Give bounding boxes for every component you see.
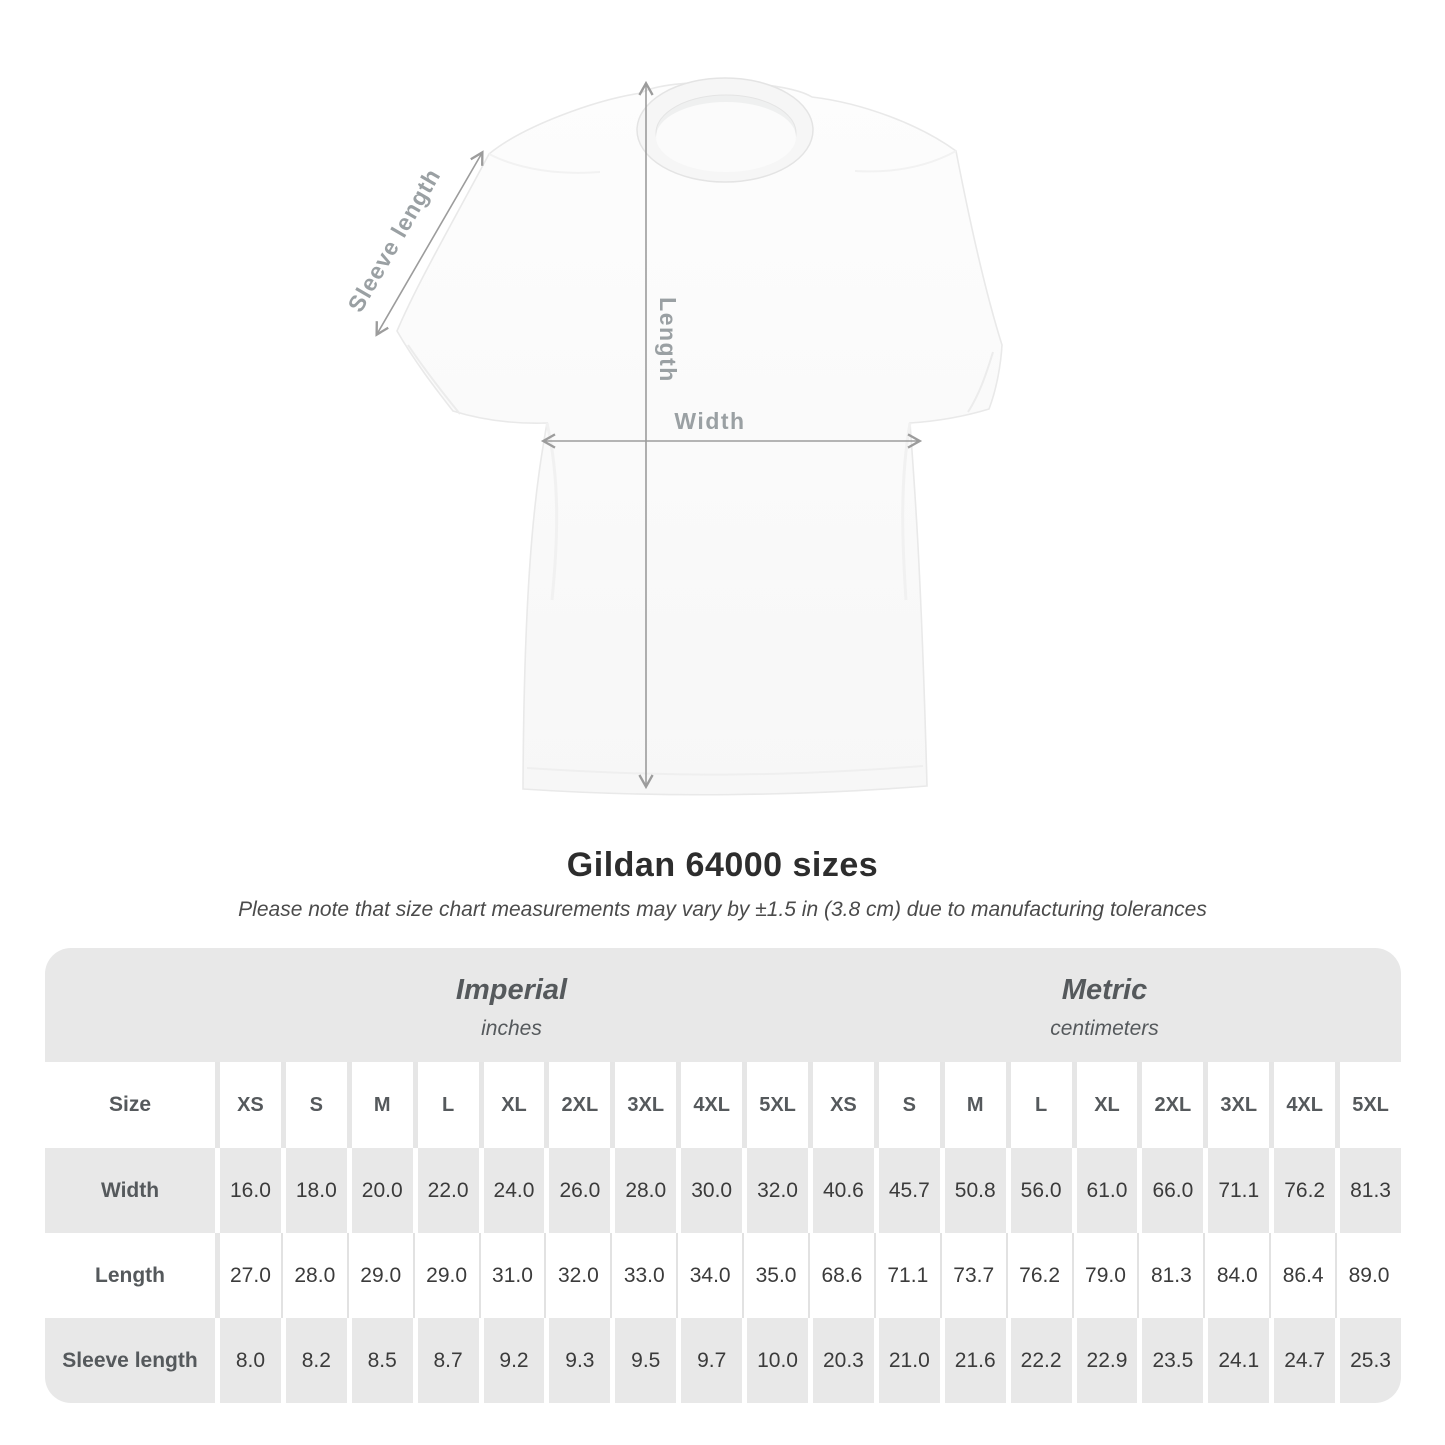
- sleeve-length-row-value: 22.2: [1005, 1318, 1072, 1403]
- width-row-value: 28.0: [610, 1148, 677, 1233]
- sleeve-length-row-value: 9.7: [676, 1318, 743, 1403]
- length-row-value: 27.0: [215, 1233, 281, 1318]
- metric-title: Metric: [1061, 973, 1148, 1006]
- width-row-value: 50.8: [939, 1148, 1006, 1233]
- width-row-value: 32.0: [742, 1148, 808, 1233]
- length-row: Length 27.0 28.0 29.0 29.0 31.0 32.0 33.0 34.0 35…: [45, 1233, 1401, 1318]
- sleeve-length-row-value: 21.6: [939, 1318, 1006, 1403]
- width-row-value: 66.0: [1137, 1148, 1204, 1233]
- size-header-row: Size XS S M L XL 2XL 3XL 4XL 5XL XS S M L XL 2XL 3XL 4XL 5…: [45, 1062, 1401, 1148]
- size-column-header: L: [412, 1062, 479, 1148]
- sleeve-length-arrow: [375, 150, 484, 337]
- sleeve-length-row-value: 23.5: [1137, 1318, 1204, 1403]
- tshirt-image: [396, 77, 1003, 796]
- size-header-row-label: Size: [45, 1062, 215, 1148]
- table-body: Size XS S M L XL 2XL 3XL 4XL 5XL XS S M L XL 2XL 3XL 4XL 5…: [45, 1062, 1401, 1403]
- length-row-value: 31.0: [478, 1233, 545, 1318]
- sleeve-length-row-label: Sleeve length: [45, 1318, 215, 1403]
- sleeve-length-row-value: 9.3: [544, 1318, 611, 1403]
- length-row-value: 29.0: [412, 1233, 479, 1318]
- width-row-value: 26.0: [544, 1148, 611, 1233]
- imperial-section-header: Imperial inches: [215, 948, 808, 1062]
- sleeve-length-row-value: 24.1: [1203, 1318, 1270, 1403]
- size-column-header: XL: [478, 1062, 545, 1148]
- sleeve-length-row-value: 21.0: [873, 1318, 940, 1403]
- corner-spacer: [45, 948, 215, 1062]
- size-column-header: 4XL: [1269, 1062, 1336, 1148]
- sleeve-length-row-value: 8.0: [215, 1318, 281, 1403]
- sleeve-length-row-value: 9.2: [478, 1318, 545, 1403]
- length-row-value: 89.0: [1335, 1233, 1401, 1318]
- length-row-value: 68.6: [807, 1233, 874, 1318]
- imperial-unit: inches: [481, 1016, 542, 1040]
- table-unit-header: Imperial inches Metric centimeters: [45, 948, 1401, 1062]
- width-row-value: 71.1: [1203, 1148, 1270, 1233]
- sleeve-length-row-value: 25.3: [1335, 1318, 1401, 1403]
- width-row-value: 22.0: [412, 1148, 479, 1233]
- width-label: Width: [674, 408, 745, 434]
- size-column-header: 4XL: [676, 1062, 743, 1148]
- length-row-value: 35.0: [742, 1233, 808, 1318]
- width-row-value: 20.0: [346, 1148, 413, 1233]
- tolerance-note: Please note that size chart measurements…: [238, 898, 1207, 921]
- width-row-label: Width: [45, 1148, 215, 1233]
- length-row-label: Length: [45, 1233, 215, 1318]
- metric-unit: centimeters: [1050, 1016, 1159, 1040]
- title-block: Gildan 64000 sizes Please note that size…: [0, 846, 1445, 922]
- sleeve-length-row-value: 9.5: [610, 1318, 677, 1403]
- page-title: Gildan 64000 sizes: [566, 846, 879, 884]
- size-column-header: 2XL: [1137, 1062, 1204, 1148]
- size-column-header: XS: [215, 1062, 281, 1148]
- sleeve-length-row-value: 8.5: [346, 1318, 413, 1403]
- width-row-value: 76.2: [1269, 1148, 1336, 1233]
- width-row-value: 18.0: [280, 1148, 347, 1233]
- length-row-value: 79.0: [1071, 1233, 1138, 1318]
- tshirt-diagram: Length Width Sleeve length: [342, 77, 1003, 796]
- size-table: Imperial inches Metric centimeters Size X…: [45, 948, 1401, 1403]
- size-column-header: M: [346, 1062, 413, 1148]
- size-column-header: 5XL: [1335, 1062, 1401, 1148]
- width-row-value: 45.7: [873, 1148, 940, 1233]
- sleeve-length-row-value: 22.9: [1071, 1318, 1138, 1403]
- size-column-header: M: [939, 1062, 1006, 1148]
- size-column-header: S: [280, 1062, 347, 1148]
- sleeve-length-row: Sleeve length 8.0 8.2 8.5 8.7 9.2 9.3 9.5 9.7 10.…: [45, 1318, 1401, 1403]
- width-row-value: 24.0: [478, 1148, 545, 1233]
- length-row-value: 34.0: [676, 1233, 743, 1318]
- size-column-header: L: [1005, 1062, 1072, 1148]
- metric-section-header: Metric centimeters: [808, 948, 1401, 1062]
- sleeve-length-row-value: 24.7: [1269, 1318, 1336, 1403]
- size-column-header: 5XL: [742, 1062, 808, 1148]
- size-column-header: XS: [807, 1062, 874, 1148]
- length-row-value: 73.7: [939, 1233, 1006, 1318]
- size-column-header: 3XL: [610, 1062, 677, 1148]
- sleeve-length-row-value: 10.0: [742, 1318, 808, 1403]
- length-row-value: 32.0: [544, 1233, 611, 1318]
- length-row-value: 86.4: [1269, 1233, 1336, 1318]
- width-row-value: 16.0: [215, 1148, 281, 1233]
- width-row-value: 61.0: [1071, 1148, 1138, 1233]
- width-row: Width 16.0 18.0 20.0 22.0 24.0 26.0 28.0 30.0 32.…: [45, 1148, 1401, 1233]
- sleeve-length-row-value: 8.2: [280, 1318, 347, 1403]
- length-row-value: 71.1: [873, 1233, 940, 1318]
- width-row-value: 81.3: [1335, 1148, 1401, 1233]
- length-row-value: 28.0: [280, 1233, 347, 1318]
- size-column-header: 2XL: [544, 1062, 611, 1148]
- size-column-header: XL: [1071, 1062, 1138, 1148]
- size-column-header: 3XL: [1203, 1062, 1270, 1148]
- length-label: Length: [655, 297, 681, 383]
- length-row-value: 76.2: [1005, 1233, 1072, 1318]
- sleeve-length-row-value: 8.7: [412, 1318, 479, 1403]
- size-column-header: S: [873, 1062, 940, 1148]
- width-row-value: 30.0: [676, 1148, 743, 1233]
- width-row-value: 40.6: [807, 1148, 874, 1233]
- length-row-value: 33.0: [610, 1233, 677, 1318]
- sleeve-length-row-value: 20.3: [807, 1318, 874, 1403]
- length-row-value: 29.0: [346, 1233, 413, 1318]
- length-row-value: 84.0: [1203, 1233, 1270, 1318]
- imperial-title: Imperial: [455, 973, 568, 1006]
- length-row-value: 81.3: [1137, 1233, 1204, 1318]
- width-row-value: 56.0: [1005, 1148, 1072, 1233]
